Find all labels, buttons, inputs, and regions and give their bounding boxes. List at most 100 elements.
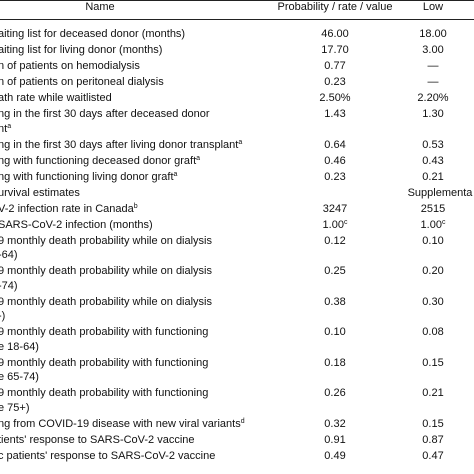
row-name: ng from COVID-19 disease with new viral …	[0, 418, 245, 431]
prob-cell: 0.32	[324, 418, 345, 431]
low-cell-text: 0.47	[422, 449, 444, 462]
prob-cell: 0.23	[324, 171, 345, 184]
low-cell-text: 0.53	[422, 138, 444, 151]
prob-cell-text: 1.43	[324, 108, 346, 120]
name-text: n of patients on peritoneal dialysis	[0, 76, 164, 88]
row-name: ng with functioning living donor grafta	[0, 171, 177, 184]
name-text: ath rate while waitlisted	[0, 92, 112, 104]
name-text: ng with functioning living donor graft	[0, 170, 174, 183]
low-cell-text: 0.21	[422, 170, 444, 183]
low-cell: 0.15	[422, 418, 443, 431]
low-cell-text: 18.00	[419, 28, 447, 40]
name-text: 9 monthly death probability while on dia…	[0, 265, 213, 277]
prob-cell-text: 0.23	[324, 170, 346, 183]
prob-cell-text: 0.12	[324, 234, 346, 247]
prob-cell-text: 0.91	[324, 433, 346, 446]
prob-cell: 0.10	[324, 326, 345, 339]
row-name: SARS-CoV-2 infection (months)	[0, 219, 153, 232]
row-name: 9 monthly death probability with functio…	[0, 326, 208, 339]
row-name: -74)	[0, 280, 18, 293]
low-cell-text: Supplementa	[407, 186, 473, 199]
prob-cell-text: 0.18	[324, 356, 346, 369]
row-name: V-2 infection rate in Canadab	[0, 203, 138, 216]
name-text: ng in the first 30 days after living don…	[0, 138, 239, 151]
prob-cell: 0.64	[324, 139, 345, 152]
low-cell: Supplementa	[408, 187, 473, 200]
header-prob: Probability / rate / value	[277, 1, 393, 13]
name-text: SARS-CoV-2 infection (months)	[0, 218, 153, 231]
header-low: Low	[422, 1, 444, 13]
row-name: urvival estimates	[0, 187, 80, 200]
name-text: tients' response to SARS-CoV-2 vaccine	[0, 433, 195, 446]
prob-cell: 1.43	[324, 108, 345, 121]
prob-cell-text: 0.38	[324, 295, 346, 308]
row-name: nta	[0, 123, 11, 136]
low-cell: 0.47	[422, 450, 443, 463]
name-text: aiting list for living donor (months)	[0, 44, 163, 56]
footnote-mark: a	[196, 154, 201, 162]
name-text: urvival estimates	[0, 186, 80, 199]
row-name: 9 monthly death probability while on dia…	[0, 235, 212, 248]
low-cell: —	[428, 60, 439, 73]
name-text: -64)	[0, 249, 18, 261]
prob-cell: 1.00c	[323, 219, 348, 232]
prob-cell-text: 0.46	[324, 154, 346, 167]
header-rule	[0, 19, 474, 20]
low-cell: —	[428, 76, 439, 89]
prob-cell-text: 46.00	[321, 28, 349, 40]
low-cell-text: 0.87	[422, 433, 444, 446]
prob-cell-text: 0.64	[324, 138, 346, 151]
name-text: -74)	[0, 279, 18, 292]
name-text: nt	[0, 122, 8, 135]
name-text: n of patients on hemodialysis	[0, 60, 140, 72]
row-name: ath rate while waitlisted	[0, 92, 112, 105]
name-text: e 65-74)	[0, 371, 39, 383]
row-name: tients' response to SARS-CoV-2 vaccine	[0, 434, 195, 447]
footnote-mark: d	[240, 417, 245, 425]
footnote-mark: b	[133, 202, 138, 210]
low-cell-text: 1.30	[422, 108, 444, 120]
prob-cell-text: 0.32	[324, 417, 346, 430]
prob-cell: 17.70	[321, 44, 349, 57]
top-rule	[0, 0, 474, 1]
row-name: 9 monthly death probability while on dia…	[0, 265, 212, 278]
low-cell-text: 0.30	[422, 295, 444, 308]
low-cell-text: —	[427, 76, 439, 88]
prob-cell: 0.18	[324, 357, 345, 370]
name-text: c patients' response to SARS-CoV-2 vacci…	[0, 449, 216, 462]
low-cell: 0.15	[422, 357, 443, 370]
low-cell-text: 0.21	[422, 387, 444, 399]
low-cell: 0.10	[422, 235, 443, 248]
prob-cell: 0.77	[324, 60, 345, 73]
low-cell-text: 0.20	[422, 265, 444, 277]
name-text: ng in the first 30 days after deceased d…	[0, 108, 210, 120]
footnote-mark: a	[238, 138, 243, 146]
row-name: e 75+)	[0, 402, 30, 415]
low-cell: 0.30	[422, 296, 443, 309]
row-name: e 18-64)	[0, 341, 39, 354]
name-text: 9 monthly death probability with functio…	[0, 326, 209, 338]
prob-cell-text: 0.77	[324, 60, 346, 72]
prob-cell-text: 0.25	[324, 265, 346, 277]
prob-cell-text: 0.23	[324, 76, 346, 88]
low-cell: 3.00	[422, 44, 443, 57]
low-cell-text: 2515	[420, 202, 446, 215]
name-text: e 75+)	[0, 401, 30, 414]
row-name: 9 monthly death probability while on dia…	[0, 296, 212, 309]
name-text: e 18-64)	[0, 340, 39, 353]
prob-cell: 0.23	[324, 76, 345, 89]
prob-cell-text: 3247	[322, 202, 348, 215]
name-text: aiting list for deceased donor (months)	[0, 28, 186, 40]
low-cell-text: 0.08	[422, 326, 444, 338]
prob-cell: 0.49	[324, 450, 345, 463]
row-name: c patients' response to SARS-CoV-2 vacci…	[0, 450, 215, 463]
prob-cell-text: 2.50%	[319, 92, 351, 104]
name-text: ng from COVID-19 disease with new viral …	[0, 417, 241, 430]
low-cell: 1.00c	[421, 219, 446, 232]
prob-cell: 0.25	[324, 265, 345, 278]
header-name: Name	[85, 1, 115, 13]
low-cell-text: 0.15	[422, 356, 444, 369]
prob-cell-text: 1.00	[322, 218, 344, 231]
footnote-mark: a	[173, 170, 178, 178]
